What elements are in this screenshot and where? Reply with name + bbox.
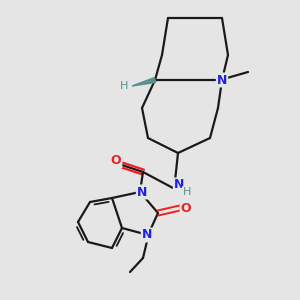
Text: O: O xyxy=(181,202,191,215)
Text: O: O xyxy=(111,154,121,167)
Text: H: H xyxy=(183,187,191,197)
Text: N: N xyxy=(137,185,147,199)
Text: N: N xyxy=(142,229,152,242)
Text: N: N xyxy=(174,178,184,191)
Text: H: H xyxy=(120,81,128,91)
Text: N: N xyxy=(217,74,227,86)
Polygon shape xyxy=(132,78,156,86)
